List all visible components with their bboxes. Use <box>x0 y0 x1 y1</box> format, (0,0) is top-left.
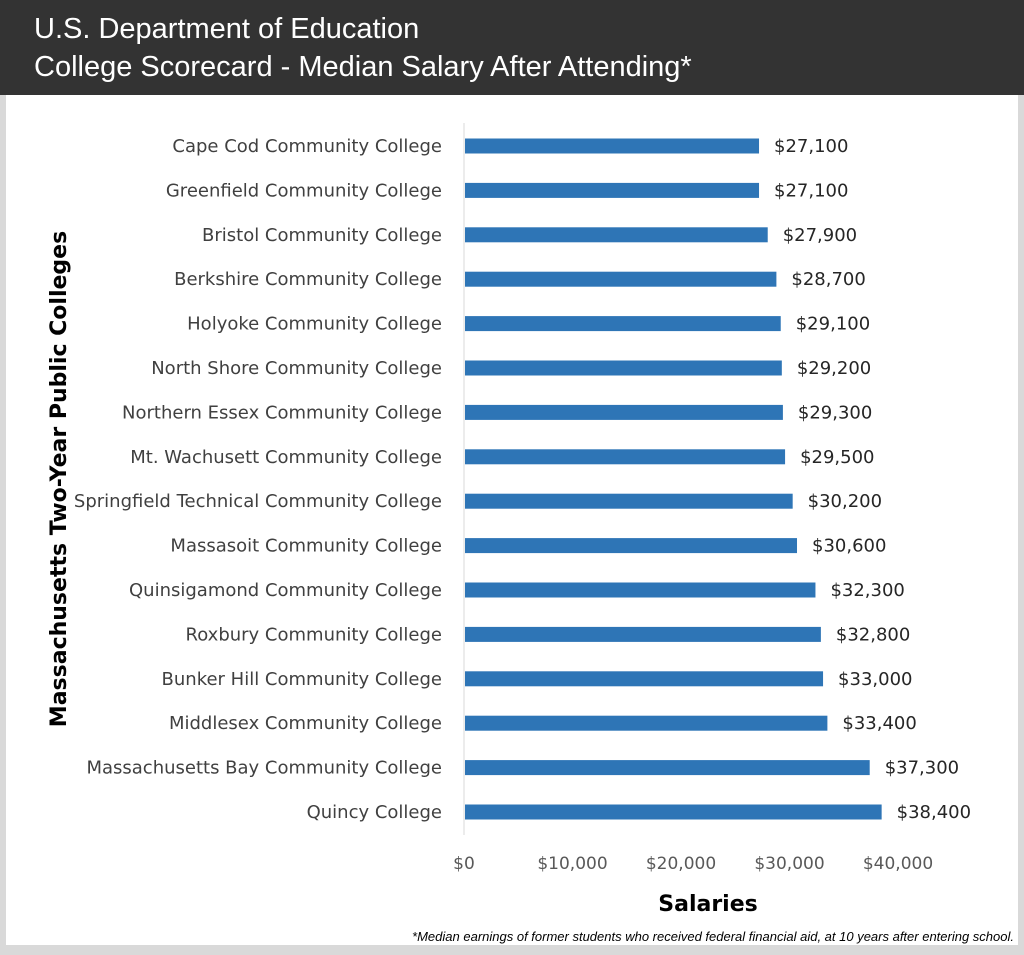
category-label: Quincy College <box>307 802 442 823</box>
bar <box>465 182 760 198</box>
data-label: $33,400 <box>842 713 916 734</box>
data-label: $29,100 <box>796 314 870 335</box>
bar <box>465 493 793 509</box>
chart-title: College Scorecard - Median Salary After … <box>34 51 692 83</box>
category-label: Berkshire Community College <box>174 269 442 290</box>
category-label: Roxbury Community College <box>186 624 442 645</box>
y-axis-title: Massachusetts Two-Year Public Colleges <box>47 231 72 727</box>
bar <box>465 804 882 820</box>
category-label: Greenfield Community College <box>166 180 442 201</box>
bar <box>465 538 798 554</box>
bar <box>465 271 777 287</box>
data-label: $29,200 <box>797 358 871 379</box>
data-label: $28,700 <box>791 269 865 290</box>
category-label: Quinsigamond Community College <box>129 580 442 601</box>
category-label: Northern Essex Community College <box>122 402 442 423</box>
bar <box>465 582 816 598</box>
bar <box>465 449 786 465</box>
bar <box>465 404 783 420</box>
data-label: $30,600 <box>812 536 886 557</box>
bar <box>465 316 781 332</box>
x-axis-title: Salaries <box>658 892 757 917</box>
bar <box>465 360 782 376</box>
data-label: $32,800 <box>836 624 910 645</box>
data-label: $37,300 <box>885 758 959 779</box>
category-label: Cape Cod Community College <box>172 136 442 157</box>
data-label: $29,500 <box>800 447 874 468</box>
data-label: $27,900 <box>783 225 857 246</box>
footnote: *Median earnings of former students who … <box>412 929 1014 944</box>
data-label: $33,000 <box>838 669 912 690</box>
data-label: $38,400 <box>897 802 971 823</box>
data-label: $30,200 <box>808 491 882 512</box>
category-label: Holyoke Community College <box>187 314 442 335</box>
bar <box>465 671 824 687</box>
bar <box>465 138 760 154</box>
chart-header: U.S. Department of Education College Sco… <box>0 0 1024 95</box>
data-label: $27,100 <box>774 180 848 201</box>
bar <box>465 760 870 776</box>
category-label: Middlesex Community College <box>169 713 442 734</box>
category-label: Mt. Wachusett Community College <box>130 447 442 468</box>
bar <box>465 227 768 243</box>
category-label: Massasoit Community College <box>170 536 442 557</box>
category-label: Springfield Technical Community College <box>74 491 442 512</box>
category-label: Massachusetts Bay Community College <box>86 758 442 779</box>
x-tick-label: $40,000 <box>863 854 933 874</box>
x-tick-label: $30,000 <box>754 854 824 874</box>
category-label: Bunker Hill Community College <box>162 669 442 690</box>
data-label: $27,100 <box>774 136 848 157</box>
x-tick-label: $20,000 <box>646 854 716 874</box>
header-title-line1: U.S. Department of Education <box>34 13 420 45</box>
x-tick-label: $0 <box>453 854 475 874</box>
bar <box>465 626 821 642</box>
x-tick-label: $10,000 <box>537 854 607 874</box>
category-label: North Shore Community College <box>151 358 442 379</box>
data-label: $32,300 <box>830 580 904 601</box>
bar <box>465 715 828 731</box>
category-label: Bristol Community College <box>202 225 442 246</box>
data-label: $29,300 <box>798 402 872 423</box>
